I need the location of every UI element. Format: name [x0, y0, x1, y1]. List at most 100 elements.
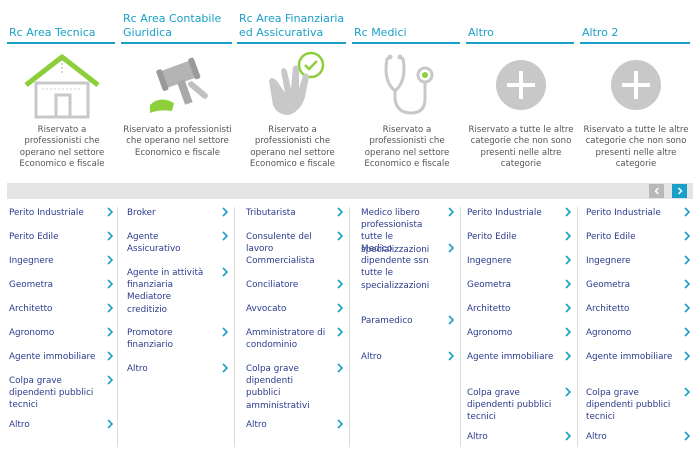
chevron-right-icon [565, 303, 572, 313]
list-item-label: Consulente del lavoro Commercialista [246, 232, 315, 267]
category-title[interactable]: Altro 2 [582, 26, 619, 39]
list-item-label: Geometra [586, 280, 631, 290]
list-item[interactable]: Ingegnere [467, 255, 574, 267]
chevron-right-icon [448, 207, 455, 217]
category-description: Riservato a professionisti che operano n… [249, 125, 336, 170]
list-item[interactable]: Colpa grave dipendenti pubblici amminist… [246, 363, 346, 412]
list-item-label: Altro [127, 364, 148, 374]
list-item[interactable]: Consulente del lavoro Commercialista [246, 231, 346, 268]
list-item[interactable]: Agronomo [586, 327, 693, 339]
chevron-right-icon [107, 207, 114, 217]
list-item[interactable]: Altro [467, 431, 574, 443]
column-divider [117, 207, 118, 447]
category-title[interactable]: Rc Medici [354, 26, 407, 39]
list-item[interactable]: Ingegnere [9, 255, 116, 267]
list-item[interactable]: Promotore finanziario [127, 327, 231, 351]
list-item[interactable]: Ingegnere [586, 255, 693, 267]
list-item[interactable]: Paramedico [361, 315, 457, 327]
list-item[interactable]: Altro [246, 419, 346, 431]
category-title[interactable]: Altro [468, 26, 494, 39]
list-item[interactable]: Geometra [467, 279, 574, 291]
list-item-label: Broker [127, 208, 156, 218]
category-altro[interactable]: Altro Riservato a tutte le altre categor… [466, 0, 576, 178]
category-underline [121, 42, 232, 44]
list-item[interactable]: Perito Edile [586, 231, 693, 243]
chevron-right-icon [565, 387, 572, 397]
category-rc-area-contabile-giuridica[interactable]: Rc Area Contabile Giuridica Riservato a … [121, 0, 234, 178]
chevron-right-icon [684, 327, 691, 337]
plus-circle-icon [580, 50, 692, 120]
category-altro-2[interactable]: Altro 2 Riservato a tutte le altre categ… [580, 0, 692, 178]
list-item[interactable]: Altro [586, 431, 693, 443]
list-item[interactable]: Amministratore di condominio [246, 327, 346, 351]
chevron-right-icon [448, 243, 455, 253]
list-item-label: Altro [586, 432, 607, 442]
list-item[interactable]: Altro [9, 419, 116, 431]
list-item-label: Altro [9, 420, 30, 430]
category-rc-area-tecnica[interactable]: Rc Area Tecnica Riservato a professionis… [7, 0, 117, 178]
carousel-next-button[interactable] [672, 184, 687, 198]
list-item[interactable]: Broker [127, 207, 231, 219]
list-item[interactable]: Perito Industriale [467, 207, 574, 219]
category-title[interactable]: Rc Area Contabile Giuridica [123, 12, 222, 39]
carousel-scrollbar[interactable] [7, 183, 693, 199]
list-item-label: Architetto [9, 304, 53, 314]
chevron-right-icon [107, 303, 114, 313]
chevron-right-icon [337, 279, 344, 289]
list-item-label: Ingegnere [586, 256, 631, 266]
list-item-label: Promotore finanziario [127, 328, 173, 351]
category-strip: Rc Area Tecnica Riservato a professionis… [0, 0, 700, 178]
list-item[interactable]: Colpa grave dipendenti pubblici tecnici [9, 375, 116, 412]
list-item-label: Geometra [467, 280, 512, 290]
list-item[interactable]: Agente Assicurativo [127, 231, 231, 255]
chevron-left-icon [653, 187, 659, 195]
plus-circle-icon [466, 50, 576, 120]
list-item[interactable]: Perito Edile [9, 231, 116, 243]
column-divider [460, 207, 461, 447]
carousel-prev-button[interactable] [649, 184, 664, 198]
chevron-right-icon [222, 363, 229, 373]
list-item-label: Agente immobiliare [467, 352, 554, 362]
chevron-right-icon [222, 207, 229, 217]
list-item[interactable]: Agente in attività finanziaria Mediatore… [127, 267, 231, 316]
list-item[interactable]: Agronomo [9, 327, 116, 339]
list-item-label: Ingegnere [467, 256, 512, 266]
chevron-right-icon [684, 303, 691, 313]
list-item[interactable]: Altro [127, 363, 231, 375]
gavel-icon [121, 50, 234, 120]
list-item[interactable]: Medico libero professionista tutte le sp… [361, 207, 457, 256]
list-item-label: Medico libero professionista tutte le sp… [361, 208, 430, 255]
list-item[interactable]: Perito Edile [467, 231, 574, 243]
chevron-right-icon [107, 327, 114, 337]
list-item[interactable]: Altro [361, 351, 457, 363]
list-item[interactable]: Perito Industriale [9, 207, 116, 219]
chevron-right-icon [107, 255, 114, 265]
list-item[interactable]: Agente immobiliare [9, 351, 116, 363]
list-item[interactable]: Medico dipendente ssn tutte le specializ… [361, 243, 457, 292]
chevron-right-icon [337, 303, 344, 313]
chevron-right-icon [337, 363, 344, 373]
chevron-right-icon [448, 351, 455, 361]
chevron-right-icon [337, 231, 344, 241]
list-item[interactable]: Colpa grave dipendenti pubblici tecnici [586, 387, 693, 424]
list-item[interactable]: Architetto [467, 303, 574, 315]
chevron-right-icon [565, 351, 572, 361]
list-item[interactable]: Avvocato [246, 303, 346, 315]
list-item[interactable]: Agente immobiliare [467, 351, 574, 363]
category-rc-area-finanziaria[interactable]: Rc Area Finanziaria ed Assicurativa Rise… [237, 0, 348, 178]
category-title[interactable]: Rc Area Tecnica [9, 26, 96, 39]
list-item[interactable]: Colpa grave dipendenti pubblici tecnici [467, 387, 574, 424]
category-title[interactable]: Rc Area Finanziaria ed Assicurativa [239, 12, 345, 39]
list-item[interactable]: Agente immobiliare [586, 351, 693, 363]
list-item[interactable]: Architetto [586, 303, 693, 315]
category-rc-medici[interactable]: Rc Medici Riservato a professionisti che… [352, 0, 462, 178]
list-item[interactable]: Perito Industriale [586, 207, 693, 219]
list-item[interactable]: Architetto [9, 303, 116, 315]
list-item[interactable]: Geometra [586, 279, 693, 291]
list-item[interactable]: Agronomo [467, 327, 574, 339]
list-item[interactable]: Geometra [9, 279, 116, 291]
list-item[interactable]: Tributarista [246, 207, 346, 219]
list-item-label: Agronomo [9, 328, 55, 338]
category-underline [7, 42, 115, 44]
list-item[interactable]: Conciliatore [246, 279, 346, 291]
